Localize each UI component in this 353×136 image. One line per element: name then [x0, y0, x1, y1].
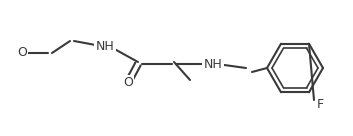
- Text: O: O: [17, 47, 27, 60]
- Text: O: O: [123, 76, 133, 89]
- Text: NH: NH: [96, 39, 114, 52]
- Text: NH: NH: [204, 58, 222, 70]
- Text: F: F: [316, 98, 324, 110]
